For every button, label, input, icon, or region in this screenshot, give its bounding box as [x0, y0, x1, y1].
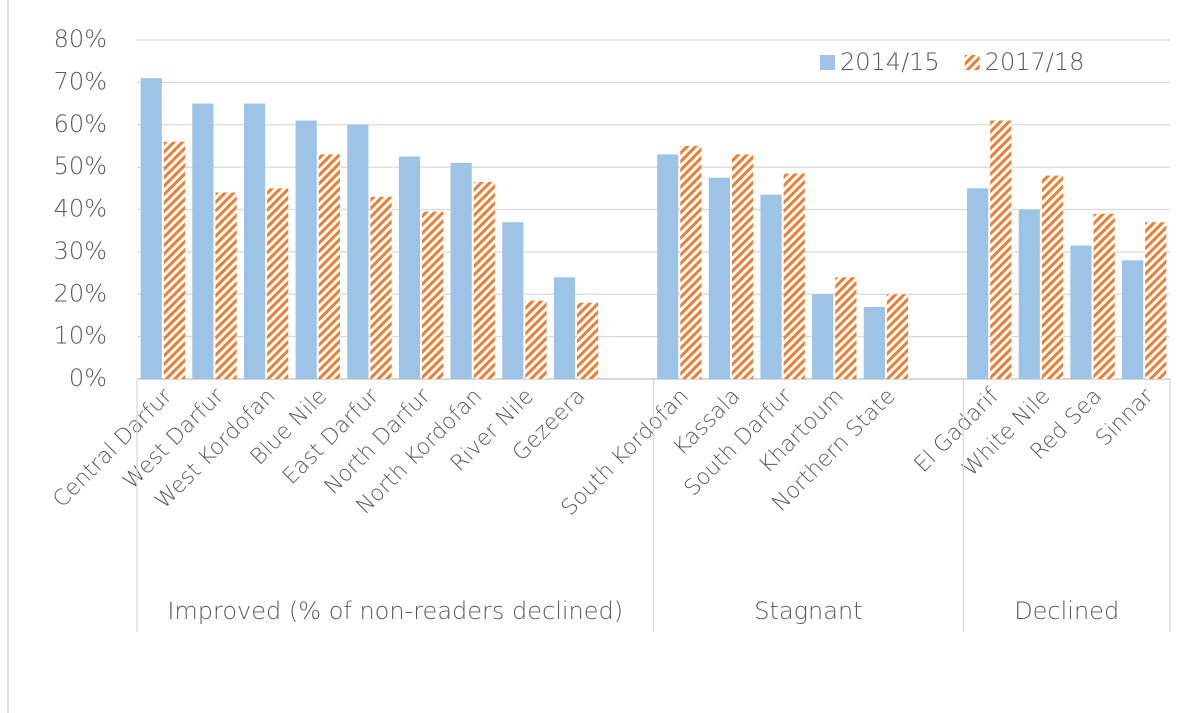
- y-tick-label: 70%: [54, 67, 107, 95]
- bar: [215, 192, 237, 379]
- y-tick-label: 10%: [54, 322, 107, 350]
- bar: [347, 124, 369, 379]
- bar: [886, 294, 909, 379]
- bar: [398, 156, 421, 379]
- bar: [370, 196, 392, 379]
- bar: [863, 306, 885, 379]
- bar: [553, 277, 576, 379]
- bar: [473, 181, 495, 379]
- bar: [783, 173, 805, 379]
- bar: [243, 103, 266, 379]
- bar: [163, 141, 186, 379]
- group-label: Stagnant: [754, 597, 862, 625]
- bar: [708, 177, 730, 379]
- bar: [990, 120, 1012, 379]
- bar: [295, 120, 317, 379]
- y-tick-label: 40%: [54, 195, 107, 223]
- bar: [835, 277, 857, 379]
- y-tick-label: 20%: [54, 279, 107, 307]
- bar: [1145, 222, 1167, 379]
- y-tick-label: 60%: [54, 110, 107, 138]
- bar: [967, 188, 989, 379]
- bar: [1041, 175, 1064, 379]
- bar: [450, 162, 472, 379]
- bar: [731, 154, 754, 379]
- legend-swatch: [964, 55, 980, 70]
- bar: [812, 294, 834, 379]
- bar: [422, 211, 444, 379]
- legend-swatch: [820, 55, 835, 70]
- bar: [1093, 213, 1115, 379]
- x-tick-label: Sinnar: [1091, 383, 1159, 451]
- bar: [267, 188, 289, 379]
- y-tick-label: 30%: [54, 237, 107, 265]
- group-label: Improved (% of non-readers declined): [167, 597, 623, 625]
- bar: [525, 300, 547, 379]
- legend-label: 2014/15: [840, 48, 940, 76]
- bar: [680, 145, 702, 379]
- bar: [657, 154, 679, 379]
- y-tick-label: 50%: [54, 152, 107, 180]
- bar: [140, 78, 162, 379]
- bar: [502, 222, 524, 379]
- bar: [760, 194, 782, 379]
- y-tick-label: 80%: [54, 25, 107, 53]
- bar: [192, 103, 214, 379]
- bar: [577, 302, 599, 379]
- bar: [1121, 260, 1144, 379]
- y-tick-label: 0%: [69, 364, 107, 392]
- bar: [1070, 245, 1092, 379]
- bar: [318, 154, 340, 379]
- bar: [1018, 209, 1040, 379]
- group-label: Declined: [1014, 597, 1119, 625]
- legend-label: 2017/18: [985, 48, 1085, 76]
